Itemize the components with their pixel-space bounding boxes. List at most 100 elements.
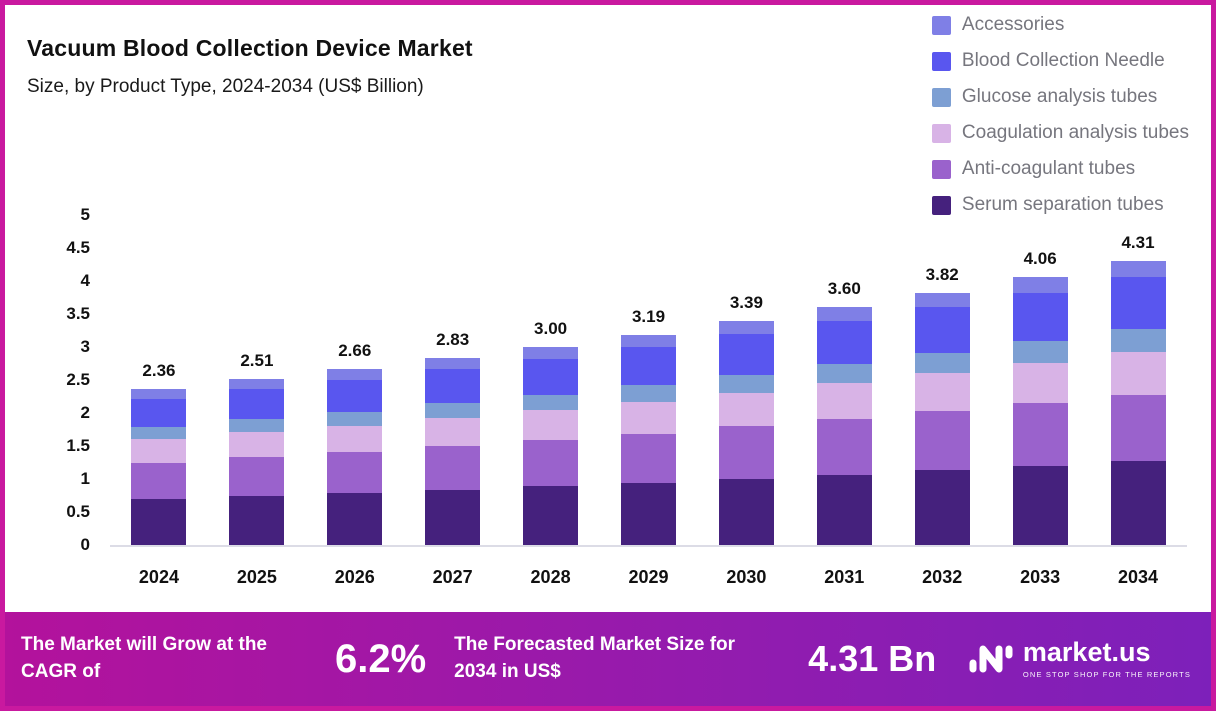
bar-segment-glucose-analysis-tubes — [620, 384, 676, 402]
footer-banner: The Market will Grow at the CAGR of 6.2%… — [5, 612, 1211, 706]
chart-subtitle: Size, by Product Type, 2024-2034 (US$ Bi… — [27, 76, 424, 97]
bar-segment-anti-coagulant-tubes — [327, 452, 383, 493]
bar-segment-glucose-analysis-tubes — [425, 403, 481, 419]
legend-label: Accessories — [961, 14, 1065, 35]
stacked-bar — [1110, 260, 1166, 545]
bar-segment-blood-collection-needle — [131, 398, 187, 427]
stacked-bar — [1012, 277, 1068, 545]
y-axis-tick: 3 — [80, 337, 90, 356]
bar-segment-anti-coagulant-tubes — [1012, 403, 1068, 466]
bar-segment-glucose-analysis-tubes — [229, 419, 285, 433]
bar-segment-accessories — [327, 369, 383, 381]
y-axis-tick: 4 — [80, 271, 90, 290]
bar-segment-blood-collection-needle — [914, 307, 970, 353]
bar-column-2031: 3.60 — [795, 279, 893, 545]
bar-segment-serum-separation-tubes — [914, 470, 970, 545]
bar-segment-anti-coagulant-tubes — [131, 462, 187, 499]
bars-area: 2.36 2.51 2.66 2.83 3.00 3.19 3.39 3.60 3.82 4.06… — [110, 157, 1187, 545]
y-axis-tick: 0.5 — [66, 502, 90, 521]
stacked-bar — [327, 369, 383, 545]
bar-segment-anti-coagulant-tubes — [229, 457, 285, 497]
bar-segment-coagulation-analysis-tubes — [620, 401, 676, 434]
bar-segment-glucose-analysis-tubes — [327, 411, 383, 426]
bar-column-2029: 3.19 — [600, 307, 698, 545]
bar-segment-accessories — [1012, 277, 1068, 293]
bar-total-label: 3.60 — [827, 279, 861, 299]
stacked-bar — [229, 379, 285, 545]
bar-segment-serum-separation-tubes — [229, 496, 285, 545]
bar-segment-accessories — [523, 347, 579, 360]
legend-item-glucose-analysis-tubes: Glucose analysis tubes — [931, 86, 1189, 107]
brand-logo: market.us ONE STOP SHOP FOR THE REPORTS — [968, 638, 1191, 680]
bar-segment-blood-collection-needle — [229, 389, 285, 420]
legend-item-blood-collection-needle: Blood Collection Needle — [931, 50, 1189, 71]
stacked-bar — [523, 347, 579, 545]
bar-total-label: 2.51 — [240, 351, 274, 371]
bar-segment-glucose-analysis-tubes — [523, 394, 579, 411]
bar-segment-anti-coagulant-tubes — [523, 440, 579, 487]
bar-segment-serum-separation-tubes — [327, 492, 383, 545]
bar-column-2027: 2.83 — [404, 330, 502, 545]
x-axis-label: 2025 — [236, 567, 277, 587]
legend-item-accessories: Accessories — [931, 14, 1189, 35]
legend-item-anti-coagulant-tubes: Anti-coagulant tubes — [931, 158, 1189, 179]
bar-total-label: 2.36 — [142, 361, 176, 381]
bar-segment-coagulation-analysis-tubes — [425, 418, 481, 447]
bar-segment-accessories — [229, 379, 285, 390]
stacked-bar-chart: 5 4.5 4 3.5 3 2.5 2 1.5 1 0.5 0 2.36 2.51 2.66 2.83 3.… — [66, 205, 1187, 587]
brand-name: market.us — [1022, 637, 1151, 667]
bar-segment-serum-separation-tubes — [523, 486, 579, 545]
bar-segment-accessories — [718, 321, 774, 335]
bar-column-2030: 3.39 — [697, 293, 795, 545]
bar-segment-anti-coagulant-tubes — [425, 446, 481, 490]
bar-segment-coagulation-analysis-tubes — [131, 439, 187, 463]
x-axis-label: 2032 — [922, 567, 963, 587]
legend-item-coagulation-analysis-tubes: Coagulation analysis tubes — [931, 122, 1189, 143]
bar-segment-coagulation-analysis-tubes — [1012, 362, 1068, 404]
x-axis-label: 2028 — [530, 567, 571, 587]
marketus-logo-icon — [969, 645, 1013, 673]
y-axis-tick: 3.5 — [66, 304, 90, 323]
legend-swatch-icon — [931, 87, 951, 107]
bar-segment-anti-coagulant-tubes — [816, 418, 872, 475]
stacked-bar — [914, 292, 970, 545]
bar-segment-accessories — [425, 358, 481, 370]
bar-segment-serum-separation-tubes — [816, 475, 872, 545]
brand-tagline: ONE STOP SHOP FOR THE REPORTS — [1022, 670, 1191, 679]
bar-segment-serum-separation-tubes — [718, 479, 774, 545]
bar-segment-accessories — [620, 334, 676, 348]
bar-column-2024: 2.36 — [110, 361, 208, 545]
x-axis-label: 2027 — [432, 567, 473, 587]
bar-total-label: 2.66 — [338, 341, 372, 361]
legend-swatch-icon — [931, 123, 951, 143]
legend-label: Glucose analysis tubes — [961, 86, 1158, 107]
y-axis-tick: 1 — [80, 469, 90, 488]
x-axis-label: 2033 — [1020, 567, 1061, 587]
bar-segment-blood-collection-needle — [523, 359, 579, 395]
stacked-bar — [718, 321, 774, 545]
bar-segment-coagulation-analysis-tubes — [914, 373, 970, 412]
bar-segment-coagulation-analysis-tubes — [1110, 351, 1166, 395]
bar-total-label: 4.06 — [1023, 249, 1057, 269]
stacked-bar — [131, 389, 187, 545]
bar-column-2034: 4.31 — [1089, 233, 1187, 545]
bar-segment-serum-separation-tubes — [1110, 461, 1166, 545]
bar-segment-accessories — [1110, 260, 1166, 278]
bar-segment-coagulation-analysis-tubes — [523, 410, 579, 441]
y-axis-tick: 1.5 — [66, 436, 90, 455]
bar-column-2026: 2.66 — [306, 341, 404, 545]
bar-segment-blood-collection-needle — [816, 321, 872, 365]
bar-column-2028: 3.00 — [502, 319, 600, 545]
legend: Accessories Blood Collection Needle Glucos… — [931, 14, 1189, 215]
x-axis-label: 2034 — [1117, 567, 1159, 587]
brand-text: market.us ONE STOP SHOP FOR THE REPORTS — [1022, 637, 1191, 680]
bar-segment-coagulation-analysis-tubes — [718, 392, 774, 427]
bar-segment-coagulation-analysis-tubes — [327, 425, 383, 453]
bar-segment-glucose-analysis-tubes — [1110, 328, 1166, 352]
bar-segment-blood-collection-needle — [1110, 277, 1166, 329]
legend-swatch-icon — [931, 159, 951, 179]
bar-segment-anti-coagulant-tubes — [718, 426, 774, 479]
y-axis-tick: 0 — [80, 535, 90, 554]
bar-segment-anti-coagulant-tubes — [914, 411, 970, 471]
